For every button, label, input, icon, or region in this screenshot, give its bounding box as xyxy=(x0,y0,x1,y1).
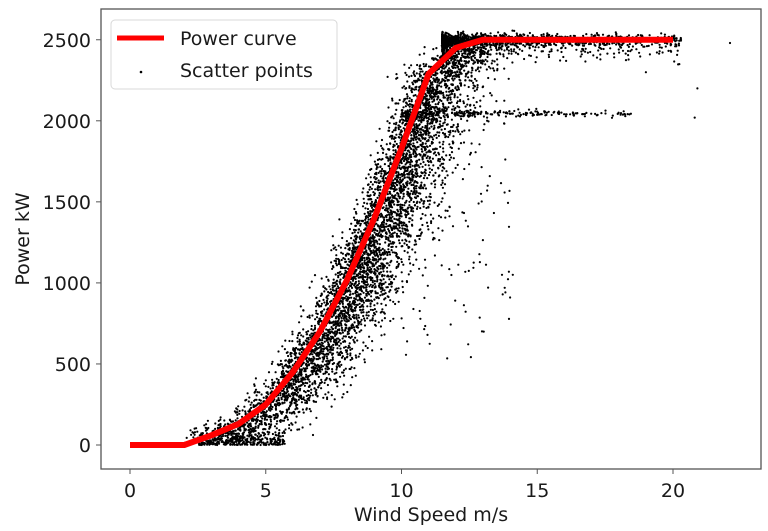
y-tick-label: 500 xyxy=(55,354,91,376)
x-axis-label: Wind Speed m/s xyxy=(354,504,508,526)
y-tick-label: 1000 xyxy=(43,273,91,295)
scatter-points xyxy=(183,29,732,447)
x-tick-label: 10 xyxy=(389,480,413,502)
y-tick-label: 1500 xyxy=(43,192,91,214)
legend-label-power-curve: Power curve xyxy=(180,28,297,50)
y-tick-label: 0 xyxy=(79,435,91,457)
x-axis: 0 5 10 15 20 xyxy=(124,469,685,502)
y-axis-label: Power kW xyxy=(12,192,34,285)
power-curve-line xyxy=(130,36,673,448)
x-tick-label: 5 xyxy=(260,480,272,502)
y-tick-label: 2500 xyxy=(43,30,91,52)
x-tick-label: 0 xyxy=(124,480,136,502)
y-axis: 0 500 1000 1500 2000 2500 xyxy=(43,30,101,457)
legend: Power curve Scatter points xyxy=(110,19,338,90)
x-tick-label: 20 xyxy=(661,480,685,502)
legend-box xyxy=(110,19,338,90)
plot-frame xyxy=(100,8,762,470)
legend-label-scatter-points: Scatter points xyxy=(180,60,313,82)
x-tick-label: 15 xyxy=(525,480,549,502)
y-tick-label: 2000 xyxy=(43,111,91,133)
legend-marker-swatch xyxy=(139,70,143,74)
